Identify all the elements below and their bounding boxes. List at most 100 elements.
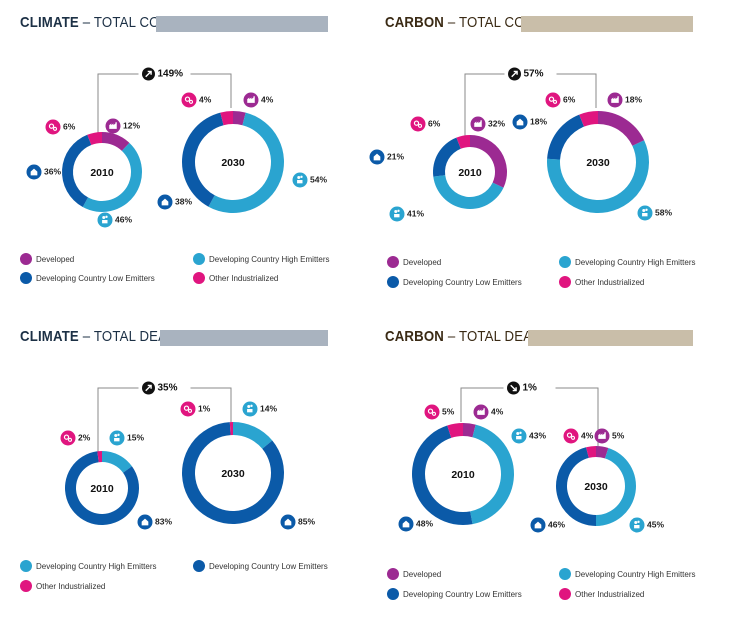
slice-high-emitters (208, 112, 285, 213)
carbon-total-deaths-panel: CARBON – TOTAL DEATHS 1% 2010 4% 43% 48% 5% 20… (365, 314, 730, 628)
low-emitters-icon (193, 560, 205, 572)
developed-icon (105, 118, 121, 134)
legend-label: Developing Country High Emitters (575, 569, 696, 579)
slice-percent-label: 43% (529, 430, 546, 440)
low-emitters-icon (398, 516, 414, 532)
slice-percent-label: 85% (298, 516, 315, 526)
low-emitters-icon (20, 272, 32, 284)
developed-icon (20, 253, 32, 265)
legend-label: Developing Country Low Emitters (209, 561, 328, 571)
slice-percent-label: 6% (63, 121, 76, 131)
high-emitters-icon (242, 401, 258, 417)
slice-high-emitters (102, 451, 132, 473)
change-label: 1% (523, 383, 538, 394)
developed-icon (473, 404, 489, 420)
donut-center-label: 2030 (586, 157, 610, 169)
low-emitters-icon (512, 114, 528, 130)
other-industrialized-icon (424, 404, 440, 420)
slice-high-emitters (547, 140, 649, 214)
slice-other-industrialized (586, 446, 596, 458)
slice-percent-label: 48% (416, 518, 433, 528)
slice-percent-label: 36% (44, 166, 61, 176)
slice-developed (470, 135, 507, 188)
legend-label: Other Industrialized (36, 581, 106, 591)
developed-icon (387, 256, 399, 268)
title-bar (521, 16, 693, 32)
slice-low-emitters (182, 112, 224, 207)
slice-percent-label: 46% (115, 214, 132, 224)
slice-high-emitters (470, 424, 514, 525)
developed-icon (243, 92, 259, 108)
slice-other-industrialized (579, 111, 598, 127)
change-label: 57% (524, 69, 544, 80)
other-industrialized-icon (45, 119, 61, 135)
slice-percent-label: 46% (548, 519, 565, 529)
other-industrialized-icon (545, 92, 561, 108)
slice-low-emitters (547, 114, 585, 160)
high-emitters-icon (193, 253, 205, 265)
developed-icon (594, 428, 610, 444)
slice-percent-label: 18% (530, 116, 547, 126)
high-emitters-icon (629, 517, 645, 533)
legend-label: Other Industrialized (575, 277, 645, 287)
high-emitters-icon (97, 212, 113, 228)
other-industrialized-icon (20, 580, 32, 592)
legend-label: Developing Country High Emitters (36, 561, 157, 571)
slice-other-industrialized (456, 135, 470, 149)
developed-icon (607, 92, 623, 108)
change-indicator: 57% (504, 66, 557, 82)
slice-developed (102, 132, 130, 151)
legend-item-high-emitters: Developing Country High Emitters (193, 253, 330, 265)
slice-low-emitters (556, 447, 596, 526)
donut-2010: 2010 (433, 135, 507, 209)
donut-2030: 2030 (556, 446, 636, 526)
legend-item-low-emitters: Developing Country Low Emitters (387, 588, 522, 600)
donut-chart-svg: 35% 2010 15% 83% 2% 2030 14% 85% 1% (60, 380, 315, 530)
other-industrialized-icon (193, 272, 205, 284)
slice-developed (596, 446, 609, 459)
climate-total-costs-panel: CLIMATE – TOTAL COSTS 149% 2010 12% 46% 36% 6… (0, 0, 365, 314)
slice-percent-label: 18% (625, 94, 642, 104)
slice-developed (598, 111, 645, 146)
legend-label: Developed (403, 257, 442, 267)
slice-percent-label: 4% (491, 406, 504, 416)
other-industrialized-icon (410, 116, 426, 132)
other-industrialized-icon (559, 588, 571, 600)
donut-center-label: 2010 (90, 167, 114, 179)
high-emitters-icon (389, 206, 405, 222)
legend-item-developed: Developed (387, 256, 441, 268)
legend-item-other-industrialized: Other Industrialized (20, 580, 105, 592)
donut-chart-svg: 1% 2010 4% 43% 48% 5% 2030 5% 45% 46% 4% (398, 380, 664, 533)
change-indicator: 149% (138, 66, 191, 82)
climate-total-deaths-panel: CLIMATE – TOTAL DEATHS 35% 2010 15% 83% 2% 20… (0, 314, 365, 628)
panel-title-bold: CLIMATE (20, 14, 79, 31)
title-bar (160, 330, 328, 346)
donut-center-label: 2010 (90, 483, 114, 495)
high-emitters-icon (559, 256, 571, 268)
other-industrialized-icon (563, 428, 579, 444)
slice-percent-label: 2% (78, 432, 91, 442)
slice-percent-label: 83% (155, 516, 172, 526)
donut-chart-svg: 57% 2010 32% 41% 21% 6% 2030 18% 58% 18% 6% (369, 66, 672, 222)
slice-percent-label: 32% (488, 118, 505, 128)
high-emitters-icon (292, 172, 308, 188)
donut-2030: 2030 (547, 111, 649, 214)
other-industrialized-icon (181, 92, 197, 108)
donut-2010: 2010 (412, 423, 514, 525)
slice-percent-label: 15% (127, 432, 144, 442)
legend-item-low-emitters: Developing Country Low Emitters (193, 560, 328, 572)
legend-label: Developing Country Low Emitters (403, 589, 522, 599)
slice-percent-label: 45% (647, 519, 664, 529)
change-indicator: 1% (503, 380, 556, 396)
slice-high-emitters (82, 142, 142, 213)
other-industrialized-icon (559, 276, 571, 288)
slice-percent-label: 58% (655, 207, 672, 217)
slice-other-industrialized (87, 132, 102, 146)
slice-developed (463, 423, 476, 438)
slice-percent-label: 54% (310, 174, 327, 184)
high-emitters-icon (109, 430, 125, 446)
low-emitters-icon (157, 194, 173, 210)
donut-center-label: 2030 (221, 157, 245, 169)
panel-title-bold: CLIMATE (20, 328, 79, 345)
slice-other-industrialized (97, 451, 102, 463)
